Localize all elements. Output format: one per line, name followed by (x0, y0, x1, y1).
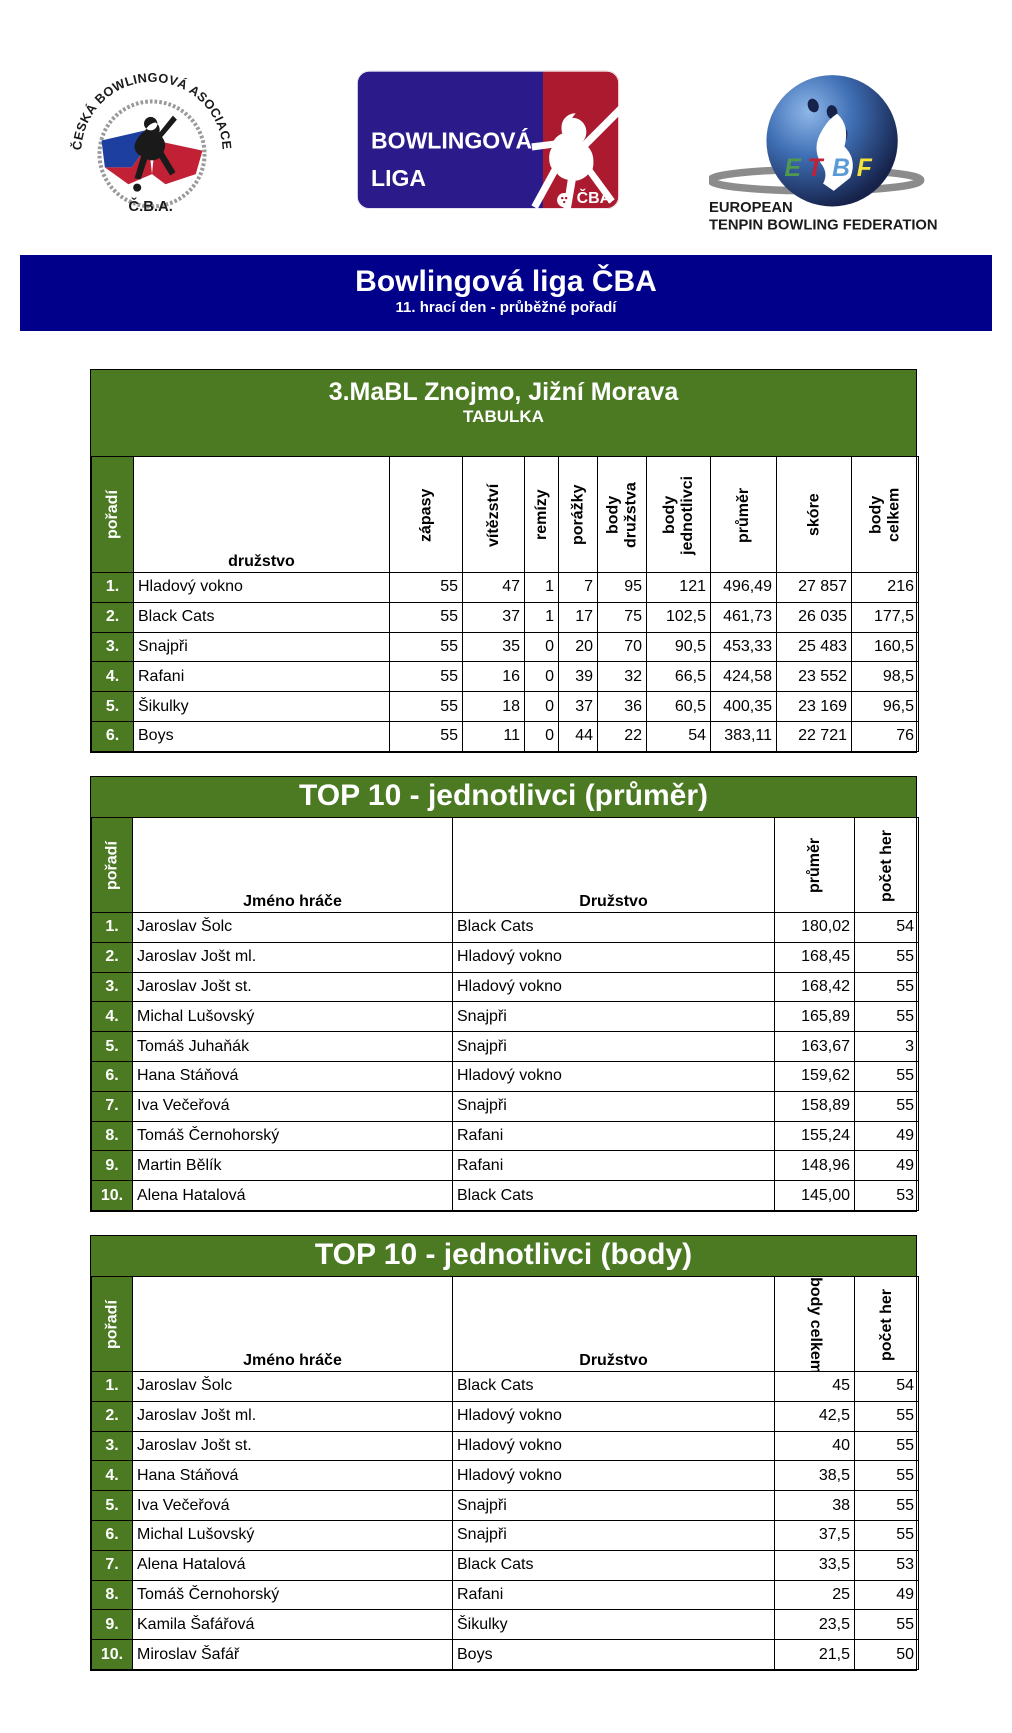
svg-text:LIGA: LIGA (371, 165, 426, 191)
svg-text:F: F (857, 155, 873, 182)
svg-text:ČBA: ČBA (577, 188, 612, 207)
svg-text:T: T (807, 155, 824, 182)
svg-text:B: B (832, 155, 850, 182)
svg-text:EUROPEAN: EUROPEAN (709, 200, 793, 216)
svg-text:TENPIN BOWLING FEDERATION: TENPIN BOWLING FEDERATION (709, 217, 938, 233)
svg-text:E: E (785, 155, 803, 182)
svg-text:BOWLINGOVÁ: BOWLINGOVÁ (371, 127, 532, 154)
svg-text:Č.B.A.: Č.B.A. (128, 197, 172, 215)
